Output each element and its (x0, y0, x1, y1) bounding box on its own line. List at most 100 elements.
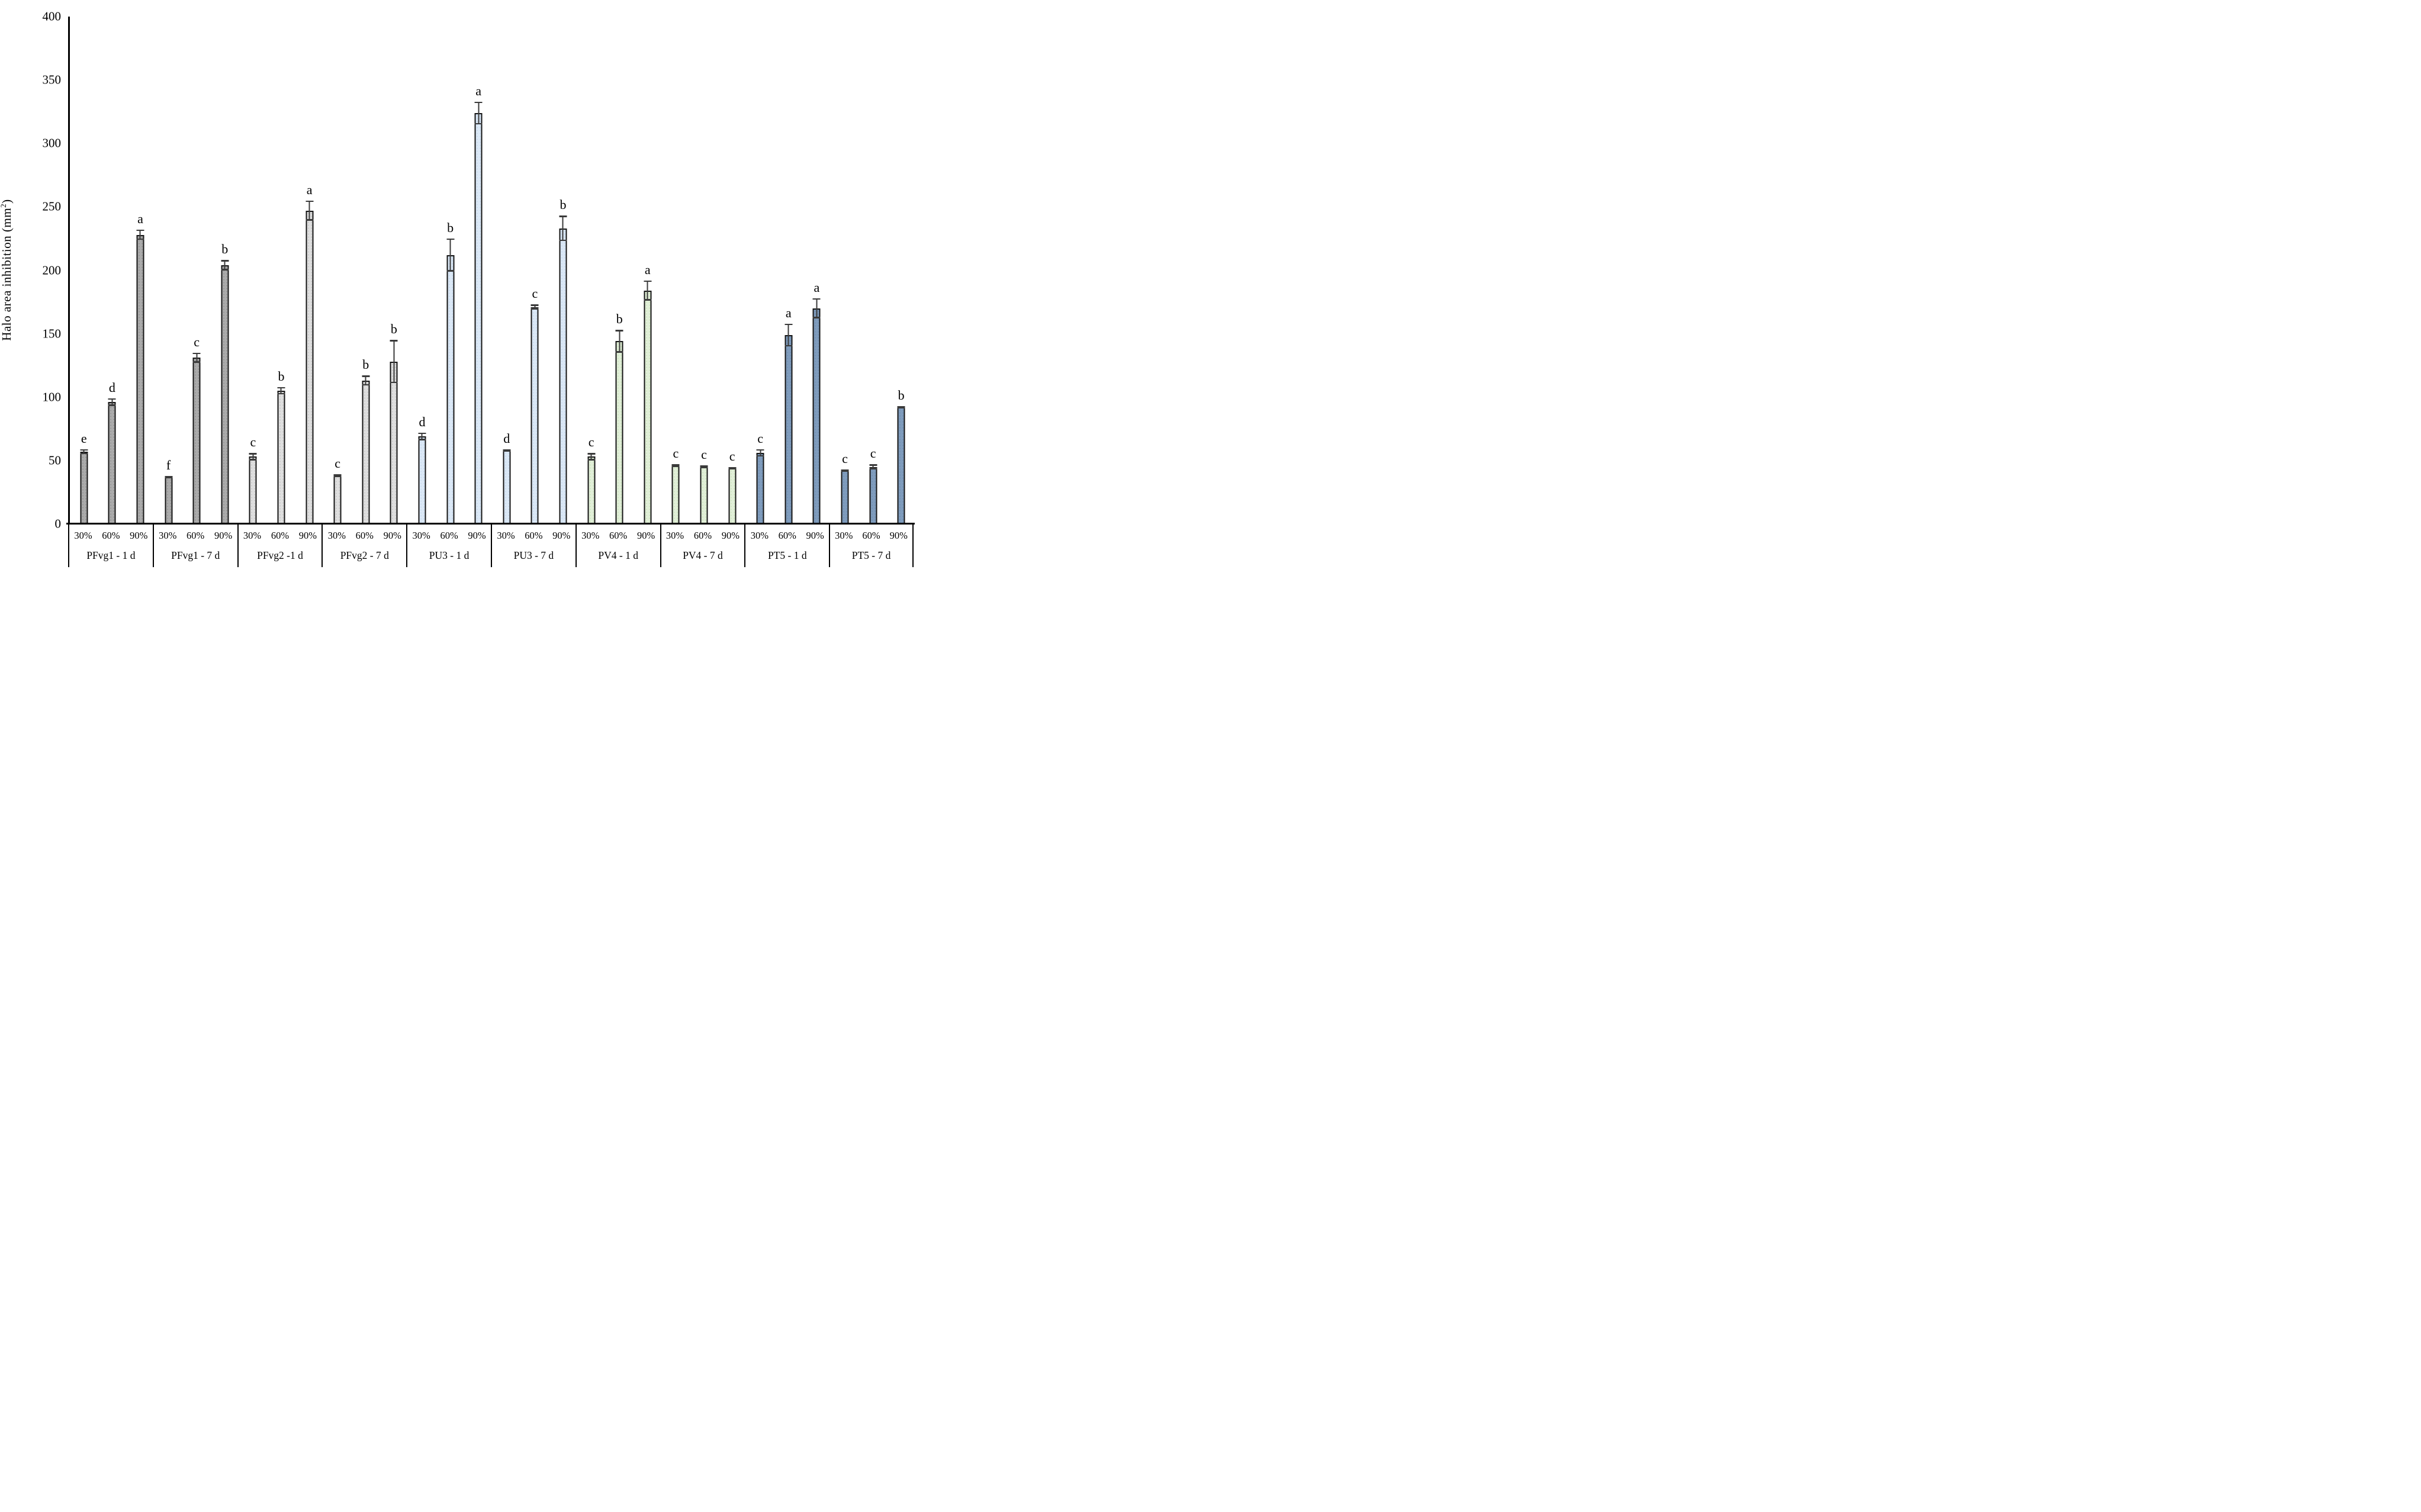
error-bar (841, 469, 849, 472)
error-bar-cap-top (136, 229, 144, 231)
significance-letter: c (194, 334, 200, 349)
error-bar-line (619, 330, 620, 353)
bar-group-PU3-7d: d c b (493, 17, 577, 524)
significance-letter: d (503, 430, 510, 446)
bar-PV4-1d-30% (587, 456, 596, 524)
significance-letter: b (362, 357, 369, 372)
bar-PV4-7d-90% (728, 468, 737, 524)
category-cell-PV4-1d: 30% 60% 90% PV4 - 1 d (575, 525, 660, 567)
error-bar-cap-top (446, 238, 455, 240)
error-bar (474, 101, 483, 125)
error-bar (869, 464, 877, 469)
bar-group-PV4-1d: c b a (577, 17, 662, 524)
significance-letter: c (588, 435, 594, 450)
error-bar-line (647, 280, 648, 301)
error-bar-cap-bottom (503, 450, 511, 452)
bar-PV4-7d-60% (700, 467, 708, 524)
error-bar-line (393, 340, 395, 384)
x-axis-category-labels: 30% 60% 90% PFvg1 - 1 d 30% 60% 90% PFvg1 - 7 d… (68, 525, 914, 567)
concentration-labels-row: 30% 60% 90% (407, 525, 491, 546)
concentration-label: 30% (497, 529, 515, 541)
concentration-label: 60% (440, 529, 458, 541)
concentration-label: 30% (412, 529, 430, 541)
error-bar-line (224, 260, 226, 271)
bar-PV4-1d-90% (644, 290, 652, 524)
error-bar-cap-top (80, 449, 88, 451)
concentration-labels-row: 30% 60% 90% (154, 525, 237, 546)
y-tick-label-350: 350 (42, 72, 62, 87)
error-bar-cap-top (333, 474, 342, 476)
error-bar (531, 304, 539, 310)
bar-PU3-1d-90% (474, 112, 483, 524)
error-bar-line (280, 387, 282, 395)
group-name-label: PU3 - 7 d (513, 549, 554, 561)
error-bar (503, 449, 511, 452)
concentration-label: 60% (271, 529, 290, 541)
group-name-label: PFvg1 - 7 d (171, 549, 220, 561)
bar-PT5-1d-60% (785, 334, 793, 524)
concentration-label: 30% (74, 529, 92, 541)
concentration-label: 60% (609, 529, 628, 541)
significance-letter: b (278, 368, 285, 384)
error-bar-cap-top (756, 449, 764, 451)
error-bar-line (83, 449, 85, 455)
error-bar-line (562, 215, 564, 242)
bar-PFvg2-7d-30% (333, 475, 342, 524)
significance-letter: c (729, 448, 735, 464)
concentration-label: 90% (130, 529, 148, 541)
bar-PFvg2-7d-60% (362, 380, 370, 524)
error-bar-cap-top (165, 475, 173, 478)
concentration-label: 60% (355, 529, 374, 541)
error-bar-cap-bottom (474, 123, 483, 125)
significance-letter: a (137, 211, 143, 226)
error-bar-line (590, 453, 592, 461)
error-bar-line (139, 229, 141, 240)
concentration-labels-row: 30% 60% 90% (323, 525, 406, 546)
error-bar-cap-bottom (531, 308, 539, 310)
error-bar-cap-bottom (615, 351, 623, 353)
bar-PU3-7d-60% (531, 307, 539, 524)
error-bar (812, 298, 821, 319)
error-bar-cap-top (362, 375, 370, 377)
error-bar-cap-top (108, 398, 116, 400)
error-bar-cap-top (221, 260, 229, 262)
error-bar (671, 464, 680, 467)
significance-letter: c (673, 446, 679, 461)
error-bar-cap-bottom (644, 299, 652, 301)
error-bar-line (365, 375, 366, 386)
error-bar-cap-bottom (418, 439, 426, 440)
error-bar-cap-top (671, 464, 680, 466)
bar-PFvg1-7d-30% (165, 477, 173, 524)
significance-letter: c (757, 430, 764, 446)
significance-letter: d (108, 379, 115, 395)
y-axis-tick-labels: 0 50 100 150 200 250 300 350 400 (0, 10, 62, 530)
error-bar-line (787, 323, 789, 347)
error-bar (165, 475, 173, 478)
error-bar-cap-bottom (587, 459, 596, 461)
error-bar-cap-bottom (80, 452, 88, 455)
error-bar-line (308, 200, 310, 221)
y-tick-label-50: 50 (49, 453, 61, 468)
error-bar-cap-top (390, 340, 398, 342)
error-bar-cap-top (587, 453, 596, 455)
bar-PT5-7d-30% (841, 471, 849, 524)
group-name-label: PT5 - 7 d (851, 549, 891, 561)
error-bar (362, 375, 370, 386)
significance-letter: c (532, 286, 538, 301)
error-bar-cap-bottom (559, 239, 567, 242)
significance-letter: a (785, 305, 792, 320)
significance-letter: b (898, 387, 905, 403)
error-bar-cap-bottom (700, 467, 708, 468)
error-bar-line (872, 464, 874, 469)
y-tick-label-200: 200 (42, 263, 62, 277)
error-bar-cap-bottom (390, 381, 398, 384)
group-name-label: PV4 - 7 d (683, 549, 723, 561)
error-bar-cap-top (841, 469, 849, 471)
error-bar-cap-bottom (785, 345, 793, 347)
bar-PFvg2-1d-30% (249, 456, 257, 524)
bar-PU3-1d-60% (446, 255, 455, 524)
x-axis-line (66, 523, 915, 525)
error-bar (728, 467, 737, 469)
concentration-label: 90% (721, 529, 740, 541)
bar-PT5-7d-90% (897, 407, 905, 524)
